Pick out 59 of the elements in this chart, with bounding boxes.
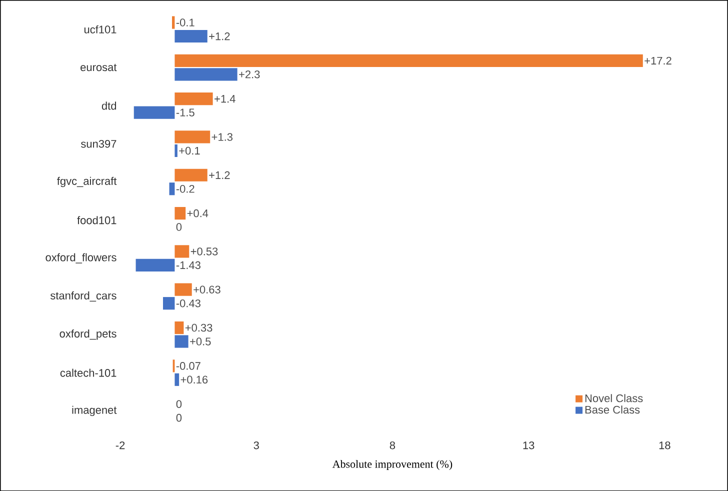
data-label: -1.5	[176, 108, 194, 116]
data-label: -0.2	[176, 184, 194, 193]
y-tick-label: food101	[77, 216, 116, 224]
bar	[174, 245, 190, 258]
bar	[174, 335, 188, 348]
bar	[174, 321, 184, 334]
bar	[174, 206, 186, 220]
bar	[174, 373, 180, 386]
bar	[174, 68, 238, 81]
y-tick-label: fgvc_aircraft	[57, 176, 117, 187]
bar	[174, 168, 208, 182]
bar	[174, 130, 210, 144]
bar	[174, 30, 208, 42]
data-label: +0.1	[179, 146, 200, 154]
data-label: 0	[176, 414, 182, 422]
data-label: +0.16	[180, 376, 208, 384]
data-label: +0.33	[185, 324, 212, 332]
x-tick-label: 18	[659, 441, 670, 450]
x-tick-label: 13	[523, 441, 534, 450]
data-label: -0.07	[176, 362, 200, 370]
bar	[174, 283, 192, 296]
x-axis-title: Absolute improvement (%)	[332, 460, 452, 470]
y-tick-label: sun397	[81, 140, 116, 148]
bar	[174, 92, 213, 105]
y-tick-label: ucf101	[84, 25, 116, 34]
legend-label: Base Class	[585, 405, 640, 414]
data-label: +17.2	[644, 56, 672, 64]
data-label: +1.2	[209, 32, 230, 40]
y-tick-label: dtd	[102, 102, 116, 110]
bar	[163, 296, 175, 310]
bar	[169, 182, 175, 196]
bar	[174, 144, 178, 157]
y-tick-label: imagenet	[72, 406, 117, 416]
data-label: +0.5	[190, 337, 211, 346]
y-tick-label: oxford_flowers	[46, 253, 116, 264]
bar	[172, 16, 175, 29]
y-tick-label: oxford_pets	[60, 329, 116, 340]
data-label: +1.3	[212, 132, 232, 141]
y-tick-label: caltech-101	[60, 368, 116, 377]
data-label: -1.43	[176, 261, 200, 269]
y-tick-label: eurosat	[80, 64, 117, 72]
data-label: +2.3	[239, 70, 260, 78]
data-label: +0.53	[190, 247, 218, 256]
data-label: -0.43	[176, 299, 200, 308]
data-label: +0.63	[194, 286, 220, 294]
x-tick-label: 8	[390, 441, 396, 450]
data-label: +0.4	[187, 209, 208, 218]
legend-label: Novel Class	[585, 394, 643, 402]
bar	[174, 54, 643, 67]
x-tick-label: 3	[254, 441, 259, 450]
data-label: 0	[176, 400, 182, 408]
data-label: -0.1	[176, 18, 194, 26]
x-tick-label: -2	[116, 441, 125, 449]
bar	[134, 106, 175, 119]
bar	[136, 258, 175, 272]
y-tick-label: stanford_cars	[50, 291, 116, 302]
data-label: 0	[176, 223, 182, 231]
data-label: +1.4	[214, 94, 236, 102]
data-label: +1.2	[209, 171, 230, 179]
